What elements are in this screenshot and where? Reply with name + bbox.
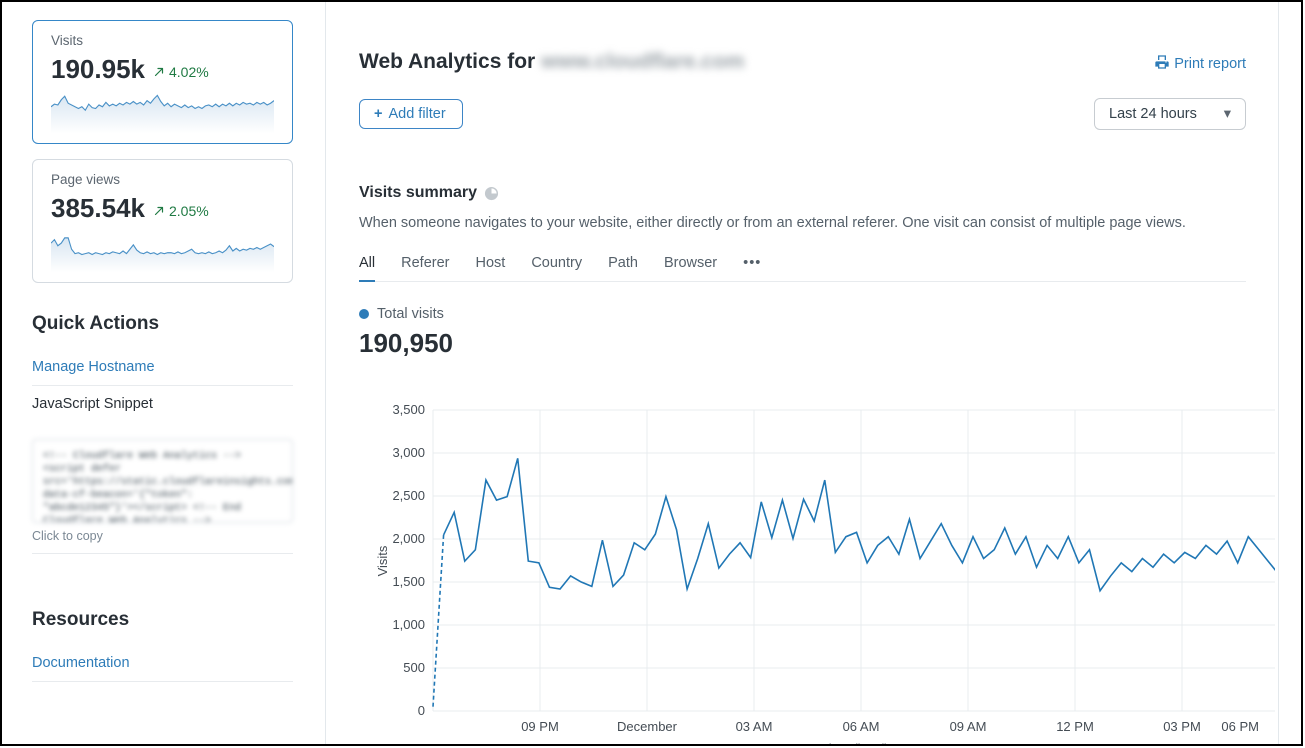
svg-text:03 PM: 03 PM <box>1163 719 1201 734</box>
svg-text:500: 500 <box>403 660 425 675</box>
svg-text:1,500: 1,500 <box>392 574 425 589</box>
svg-text:December: December <box>617 719 678 734</box>
svg-text:1,000: 1,000 <box>392 617 425 632</box>
svg-text:09 AM: 09 AM <box>950 719 987 734</box>
svg-text:06 AM: 06 AM <box>843 719 880 734</box>
svg-text:09 PM: 09 PM <box>521 719 559 734</box>
svg-text:Time (local): Time (local) <box>821 741 888 746</box>
svg-text:2,500: 2,500 <box>392 488 425 503</box>
svg-text:2,000: 2,000 <box>392 531 425 546</box>
svg-text:06 PM: 06 PM <box>1221 719 1259 734</box>
svg-text:Visits: Visits <box>375 545 390 576</box>
svg-text:0: 0 <box>418 703 425 718</box>
svg-text:03 AM: 03 AM <box>736 719 773 734</box>
svg-text:3,500: 3,500 <box>392 402 425 417</box>
svg-text:3,000: 3,000 <box>392 445 425 460</box>
svg-text:12 PM: 12 PM <box>1056 719 1094 734</box>
